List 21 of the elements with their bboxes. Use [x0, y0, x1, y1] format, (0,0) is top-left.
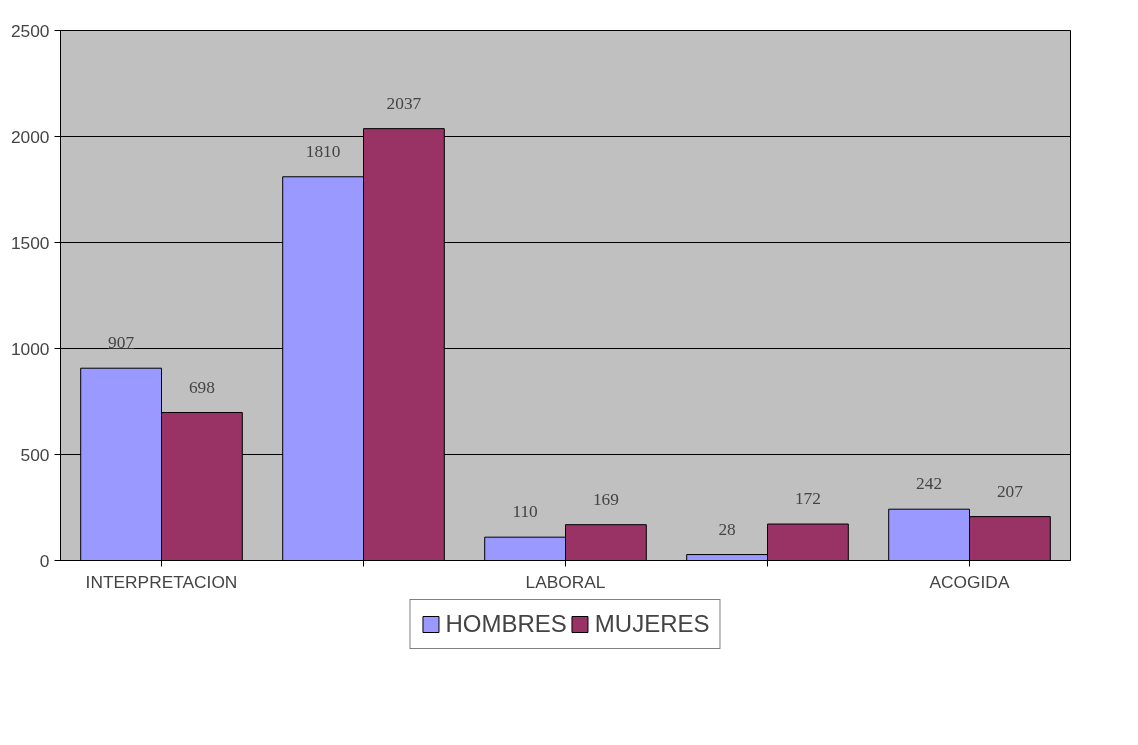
- data-label: 110: [512, 502, 538, 522]
- data-label: 242: [916, 474, 943, 494]
- data-label: 907: [108, 333, 135, 353]
- x-tick-label: LABORAL: [525, 571, 606, 592]
- data-label: 169: [592, 489, 619, 509]
- x-tick-label: ACOGIDA: [929, 571, 1010, 592]
- y-tick-label: 2500: [10, 20, 50, 41]
- legend-label: HOMBRES: [445, 610, 567, 638]
- y-tick-label: 1000: [10, 338, 50, 359]
- y-tick-label: 0: [39, 550, 50, 571]
- data-label: 207: [996, 481, 1024, 501]
- data-label: 172: [794, 489, 821, 509]
- y-tick-label: 500: [20, 444, 50, 465]
- y-tick-label: 1500: [10, 232, 50, 253]
- data-label: 2037: [386, 93, 422, 113]
- data-label: 28: [718, 519, 736, 539]
- data-label: 698: [188, 377, 215, 397]
- y-tick-label: 2000: [10, 126, 50, 147]
- data-label: 1810: [305, 141, 341, 161]
- x-tick-label: INTERPRETACION: [85, 571, 238, 592]
- legend-label: MUJERES: [594, 610, 710, 638]
